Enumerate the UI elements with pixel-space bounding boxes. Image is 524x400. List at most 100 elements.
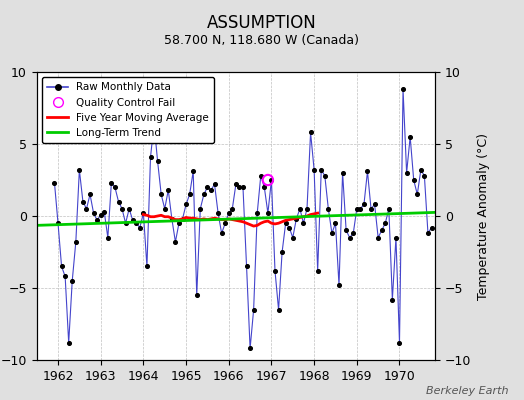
Point bbox=[260, 184, 268, 190]
Point bbox=[278, 249, 286, 255]
Point bbox=[217, 230, 226, 236]
Point bbox=[185, 191, 194, 198]
Point bbox=[100, 208, 108, 215]
Point bbox=[232, 181, 240, 188]
Point bbox=[239, 184, 247, 190]
Point bbox=[356, 206, 365, 212]
Point bbox=[370, 201, 379, 208]
Point bbox=[228, 206, 236, 212]
Point bbox=[139, 210, 148, 216]
Point bbox=[196, 206, 204, 212]
Point bbox=[93, 217, 101, 224]
Point bbox=[146, 154, 155, 160]
Point bbox=[114, 198, 123, 205]
Point bbox=[392, 234, 400, 241]
Point bbox=[157, 191, 166, 198]
Point bbox=[90, 210, 98, 216]
Point bbox=[122, 220, 130, 226]
Point bbox=[174, 220, 183, 226]
Point bbox=[292, 216, 301, 222]
Point bbox=[345, 234, 354, 241]
Point bbox=[271, 268, 279, 274]
Legend: Raw Monthly Data, Quality Control Fail, Five Year Moving Average, Long-Term Tren: Raw Monthly Data, Quality Control Fail, … bbox=[42, 77, 214, 143]
Point bbox=[50, 180, 59, 186]
Point bbox=[281, 220, 290, 226]
Point bbox=[253, 210, 261, 216]
Point bbox=[214, 210, 222, 216]
Point bbox=[296, 206, 304, 212]
Point bbox=[289, 234, 297, 241]
Point bbox=[128, 217, 137, 224]
Point bbox=[160, 206, 169, 212]
Point bbox=[335, 282, 343, 288]
Point bbox=[107, 180, 116, 186]
Point bbox=[424, 230, 432, 236]
Point bbox=[192, 292, 201, 298]
Point bbox=[225, 210, 233, 216]
Point bbox=[285, 224, 293, 231]
Text: 58.700 N, 118.680 W (Canada): 58.700 N, 118.680 W (Canada) bbox=[165, 34, 359, 47]
Point bbox=[317, 167, 325, 173]
Point bbox=[168, 216, 176, 222]
Point bbox=[299, 220, 308, 226]
Point bbox=[125, 206, 134, 212]
Point bbox=[402, 170, 411, 176]
Point bbox=[328, 230, 336, 236]
Point bbox=[96, 211, 105, 218]
Point bbox=[321, 172, 329, 179]
Point bbox=[189, 168, 198, 174]
Point bbox=[82, 206, 91, 212]
Point bbox=[349, 230, 357, 236]
Point bbox=[68, 278, 77, 284]
Point bbox=[420, 172, 429, 179]
Point bbox=[104, 234, 112, 241]
Point bbox=[200, 191, 208, 198]
Point bbox=[178, 216, 187, 222]
Point bbox=[86, 191, 94, 198]
Point bbox=[264, 210, 272, 216]
Point bbox=[410, 177, 418, 183]
Point bbox=[154, 158, 162, 164]
Point bbox=[207, 187, 215, 193]
Point bbox=[243, 263, 251, 270]
Point bbox=[275, 306, 283, 313]
Point bbox=[143, 263, 151, 270]
Point bbox=[246, 345, 254, 352]
Point bbox=[313, 268, 322, 274]
Point bbox=[267, 177, 276, 183]
Point bbox=[363, 168, 372, 174]
Point bbox=[427, 224, 435, 231]
Point bbox=[377, 227, 386, 234]
Point bbox=[150, 121, 158, 127]
Point bbox=[310, 167, 318, 173]
Point bbox=[164, 187, 172, 193]
Point bbox=[413, 191, 421, 198]
Point bbox=[72, 239, 80, 245]
Point bbox=[57, 263, 66, 270]
Point bbox=[64, 340, 73, 346]
Point bbox=[374, 234, 383, 241]
Point bbox=[381, 220, 389, 226]
Point bbox=[395, 340, 403, 346]
Point bbox=[221, 220, 230, 226]
Point bbox=[61, 273, 69, 280]
Point bbox=[353, 206, 361, 212]
Point bbox=[75, 167, 83, 173]
Point bbox=[307, 129, 315, 136]
Point bbox=[367, 206, 375, 212]
Point bbox=[417, 167, 425, 173]
Point bbox=[264, 177, 272, 183]
Point bbox=[111, 184, 119, 190]
Text: Berkeley Earth: Berkeley Earth bbox=[426, 386, 508, 396]
Point bbox=[203, 184, 212, 190]
Point bbox=[132, 220, 140, 226]
Point bbox=[303, 206, 311, 212]
Point bbox=[210, 181, 219, 188]
Point bbox=[182, 201, 190, 208]
Point bbox=[136, 224, 144, 231]
Point bbox=[249, 306, 258, 313]
Point bbox=[257, 172, 265, 179]
Point bbox=[360, 201, 368, 208]
Y-axis label: Temperature Anomaly (°C): Temperature Anomaly (°C) bbox=[476, 132, 489, 300]
Point bbox=[385, 206, 393, 212]
